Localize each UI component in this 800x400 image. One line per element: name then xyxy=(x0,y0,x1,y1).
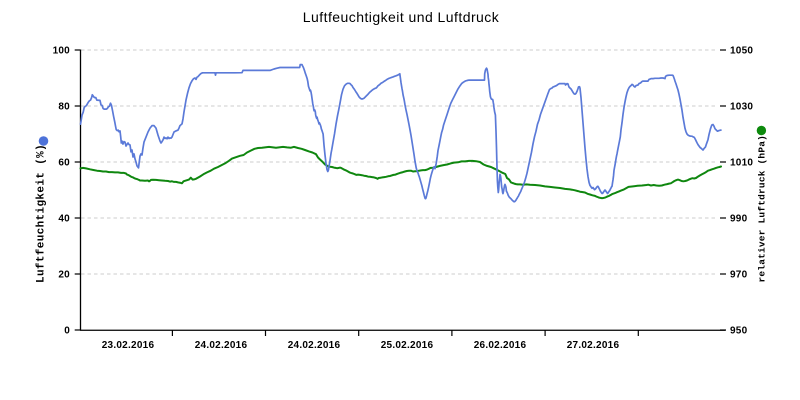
svg-text:970: 970 xyxy=(730,270,748,281)
svg-text:relativer Luftdruck (hPa): relativer Luftdruck (hPa) xyxy=(757,135,768,283)
svg-text:24.02.2016: 24.02.2016 xyxy=(288,340,341,351)
svg-text:24.02.2016: 24.02.2016 xyxy=(195,340,248,351)
svg-text:20: 20 xyxy=(58,270,70,281)
svg-text:40: 40 xyxy=(58,214,70,225)
svg-text:25.02.2016: 25.02.2016 xyxy=(381,340,434,351)
svg-text:0: 0 xyxy=(64,326,70,337)
svg-text:1030: 1030 xyxy=(730,102,753,113)
svg-text:60: 60 xyxy=(58,158,70,169)
svg-text:1010: 1010 xyxy=(730,158,753,169)
svg-text:80: 80 xyxy=(58,102,70,113)
svg-text:100: 100 xyxy=(53,46,71,57)
svg-text:27.02.2016: 27.02.2016 xyxy=(567,340,620,351)
svg-text:950: 950 xyxy=(730,326,748,337)
svg-text:23.02.2016: 23.02.2016 xyxy=(102,340,155,351)
svg-text:990: 990 xyxy=(730,214,748,225)
svg-text:Luftfeuchtigkeit und Luftdruck: Luftfeuchtigkeit und Luftdruck xyxy=(303,9,500,25)
svg-text:1050: 1050 xyxy=(730,46,753,57)
svg-text:26.02.2016: 26.02.2016 xyxy=(474,340,527,351)
svg-text:Luftfeuchtigkeit (%): Luftfeuchtigkeit (%) xyxy=(36,144,48,283)
